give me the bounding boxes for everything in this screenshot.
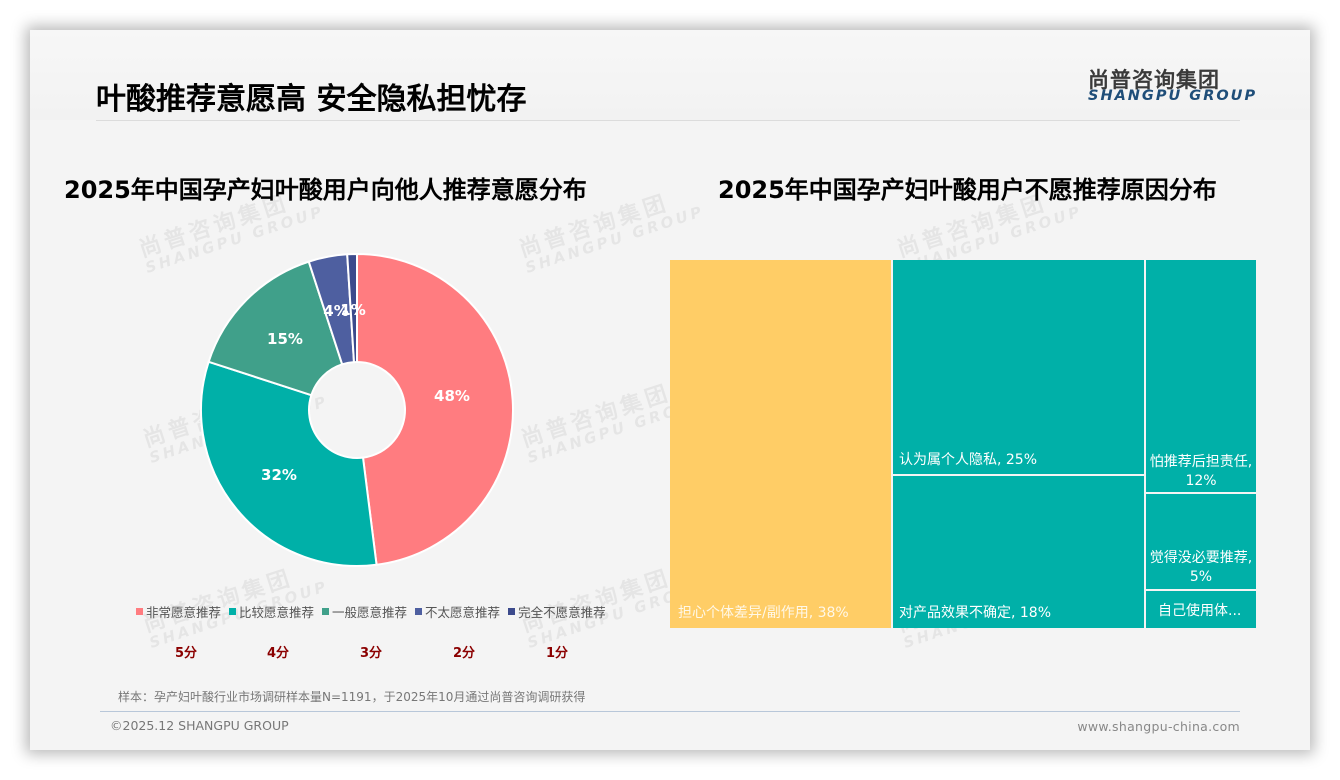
legend-item-not-very-willing[interactable]: 不太愿意推荐	[415, 602, 500, 621]
source-note: 样本：孕产妇叶酸行业市场调研样本量N=1191，于2025年10月通过尚普咨询调…	[118, 690, 586, 704]
footer-copyright: ©2025.12 SHANGPU GROUP	[110, 718, 289, 733]
score-5: 5分	[174, 646, 198, 661]
page-title: 叶酸推荐意愿高 安全隐私担忧存	[96, 82, 527, 117]
legend-item-neutral[interactable]: 一般愿意推荐	[322, 602, 407, 621]
treemap-tile-privacy[interactable]: 认为属个人隐私, 25%	[893, 260, 1144, 474]
donut-segment-not-willing-at-all[interactable]	[346, 252, 358, 364]
treemap-tile-liability[interactable]: 怕推荐后担责任, 12%	[1146, 260, 1256, 492]
donut-chart	[200, 252, 514, 567]
header-band	[30, 30, 1310, 120]
donut-label-neutral: 15%	[267, 330, 303, 348]
treemap-chart-title: 2025年中国孕产妇叶酸用户不愿推荐原因分布	[718, 176, 1217, 204]
legend-item-fairly-willing[interactable]: 比较愿意推荐	[229, 602, 314, 621]
logo-chinese: 尚普咨询集团	[1088, 68, 1220, 92]
treemap-chart: 担心个体差异/副作用, 38% 认为属个人隐私, 25% 对产品效果不确定, 1…	[670, 260, 1256, 628]
legend-label: 非常愿意推荐	[146, 605, 222, 620]
donut-legend: 非常愿意推荐 比较愿意推荐 一般愿意推荐 不太愿意推荐 完全不愿意推荐	[136, 602, 606, 621]
slide: 叶酸推荐意愿高 安全隐私担忧存 尚普咨询集团 SHANGPU GROUP 尚普咨…	[30, 30, 1310, 750]
tile-label: 担心个体差异/副作用, 38%	[678, 605, 849, 621]
legend-swatch-icon	[136, 608, 143, 615]
legend-label: 比较愿意推荐	[239, 605, 315, 620]
donut-segment-fairly-willing[interactable]	[200, 360, 378, 567]
treemap-tile-side-effects[interactable]: 担心个体差异/副作用, 38%	[670, 260, 891, 628]
tile-label: 认为属个人隐私, 25%	[899, 452, 1038, 468]
score-1: 1分	[545, 646, 569, 661]
legend-item-very-willing[interactable]: 非常愿意推荐	[136, 602, 221, 621]
legend-label: 完全不愿意推荐	[518, 605, 606, 620]
score-4: 4分	[266, 646, 290, 661]
legend-swatch-icon	[508, 608, 516, 615]
title-divider	[96, 120, 1240, 121]
donut-label-not-very-willing: 4%	[323, 302, 349, 320]
tile-label: 怕推荐后担责任, 12%	[1149, 454, 1253, 489]
legend-swatch-icon	[415, 608, 423, 615]
donut-label-not-willing-at-all: 1%	[340, 301, 366, 319]
score-3: 3分	[359, 646, 383, 661]
donut-label-very-willing: 48%	[434, 387, 470, 405]
donut-chart-title: 2025年中国孕产妇叶酸用户向他人推荐意愿分布	[64, 176, 587, 204]
treemap-tile-unnecessary[interactable]: 觉得没必要推荐, 5%	[1146, 494, 1256, 589]
legend-label: 一般愿意推荐	[332, 605, 408, 620]
donut-label-fairly-willing: 32%	[261, 466, 297, 484]
score-2: 2分	[452, 646, 476, 661]
treemap-tile-uncertain-effect[interactable]: 对产品效果不确定, 18%	[893, 476, 1144, 628]
footer-divider	[100, 711, 1240, 712]
donut-segment-very-willing[interactable]	[356, 252, 514, 566]
legend-swatch-icon	[322, 608, 330, 615]
logo-english: SHANGPU GROUP	[1088, 88, 1258, 104]
legend-swatch-icon	[229, 608, 237, 615]
donut-segment-neutral[interactable]	[207, 260, 344, 397]
legend-item-not-willing-at-all[interactable]: 完全不愿意推荐	[508, 602, 606, 621]
treemap-tile-personal-experience[interactable]: 自己使用体...	[1146, 591, 1256, 628]
footer-url[interactable]: www.shangpu-china.com	[1077, 719, 1240, 734]
tile-label: 自己使用体...	[1158, 603, 1242, 619]
legend-label: 不太愿意推荐	[425, 605, 501, 620]
tile-label: 觉得没必要推荐, 5%	[1149, 550, 1253, 585]
tile-label: 对产品效果不确定, 18%	[899, 605, 1052, 621]
